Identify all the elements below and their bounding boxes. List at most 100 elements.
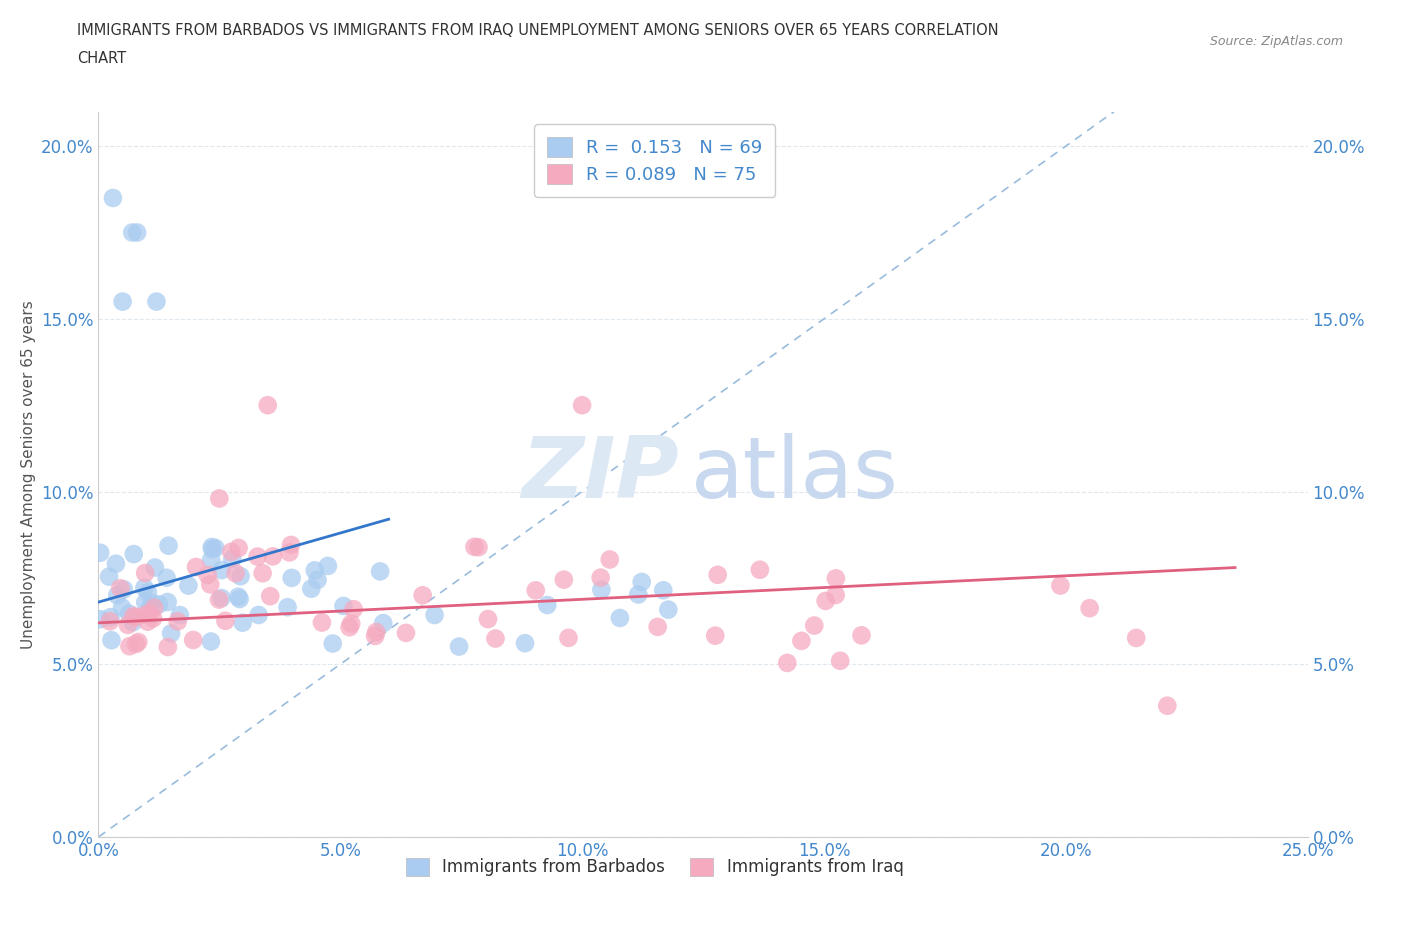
- Point: [1078, 601, 1101, 616]
- Point: [332, 599, 354, 614]
- Point: [134, 580, 156, 595]
- Point: [423, 607, 446, 622]
- Point: [366, 625, 388, 640]
- Point: [181, 632, 204, 647]
- Point: [121, 225, 143, 240]
- Point: [200, 552, 222, 567]
- Point: [100, 632, 122, 647]
- Point: [118, 639, 141, 654]
- Point: [776, 656, 799, 671]
- Point: [232, 616, 254, 631]
- Point: [125, 636, 148, 651]
- Point: [262, 549, 284, 564]
- Point: [200, 577, 222, 591]
- Legend: Immigrants from Barbados, Immigrants from Iraq: Immigrants from Barbados, Immigrants fro…: [399, 851, 910, 884]
- Point: [138, 602, 160, 617]
- Point: [111, 294, 134, 309]
- Text: Source: ZipAtlas.com: Source: ZipAtlas.com: [1209, 35, 1343, 48]
- Point: [117, 618, 139, 632]
- Point: [160, 626, 183, 641]
- Point: [156, 594, 179, 609]
- Point: [280, 570, 302, 585]
- Point: [824, 588, 846, 603]
- Point: [122, 547, 145, 562]
- Point: [143, 600, 166, 615]
- Point: [214, 614, 236, 629]
- Point: [657, 602, 679, 617]
- Point: [373, 616, 395, 631]
- Text: atlas: atlas: [690, 432, 898, 516]
- Point: [89, 545, 111, 560]
- Point: [105, 588, 128, 603]
- Point: [145, 294, 167, 309]
- Point: [127, 634, 149, 649]
- Point: [825, 571, 848, 586]
- Point: [208, 592, 231, 607]
- Point: [599, 552, 621, 567]
- Point: [299, 581, 322, 596]
- Point: [148, 597, 170, 612]
- Point: [477, 612, 499, 627]
- Point: [311, 615, 333, 630]
- Point: [98, 569, 121, 584]
- Point: [201, 539, 224, 554]
- Point: [136, 585, 159, 600]
- Point: [143, 560, 166, 575]
- Point: [803, 618, 825, 633]
- Point: [100, 610, 122, 625]
- Point: [557, 631, 579, 645]
- Point: [136, 614, 159, 629]
- Point: [627, 587, 650, 602]
- Point: [201, 541, 224, 556]
- Point: [247, 607, 270, 622]
- Point: [211, 563, 233, 578]
- Point: [252, 565, 274, 580]
- Point: [553, 572, 575, 587]
- Point: [226, 590, 249, 604]
- Point: [364, 629, 387, 644]
- Point: [177, 578, 200, 593]
- Point: [524, 583, 547, 598]
- Point: [204, 540, 226, 555]
- Point: [228, 591, 250, 606]
- Point: [342, 602, 364, 617]
- Point: [225, 565, 247, 580]
- Point: [340, 616, 363, 631]
- Point: [228, 540, 250, 555]
- Point: [184, 560, 207, 575]
- Point: [467, 539, 489, 554]
- Point: [589, 570, 612, 585]
- Point: [98, 614, 121, 629]
- Point: [395, 626, 418, 641]
- Point: [591, 582, 613, 597]
- Point: [101, 191, 124, 206]
- Point: [412, 588, 434, 603]
- Point: [1156, 698, 1178, 713]
- Point: [814, 593, 837, 608]
- Point: [246, 550, 269, 565]
- Point: [449, 639, 471, 654]
- Text: ZIP: ZIP: [522, 432, 679, 516]
- Point: [118, 606, 141, 621]
- Point: [280, 538, 302, 552]
- Point: [851, 628, 873, 643]
- Point: [139, 606, 162, 621]
- Point: [748, 563, 770, 578]
- Point: [156, 640, 179, 655]
- Point: [112, 582, 135, 597]
- Point: [647, 619, 669, 634]
- Point: [704, 629, 727, 644]
- Point: [122, 608, 145, 623]
- Point: [1125, 631, 1147, 645]
- Point: [259, 589, 281, 604]
- Point: [122, 615, 145, 630]
- Point: [339, 619, 361, 634]
- Point: [277, 600, 299, 615]
- Point: [307, 572, 329, 587]
- Text: IMMIGRANTS FROM BARBADOS VS IMMIGRANTS FROM IRAQ UNEMPLOYMENT AMONG SENIORS OVER: IMMIGRANTS FROM BARBADOS VS IMMIGRANTS F…: [77, 23, 998, 38]
- Point: [316, 559, 339, 574]
- Point: [134, 595, 156, 610]
- Point: [630, 575, 652, 590]
- Point: [111, 600, 134, 615]
- Point: [157, 538, 180, 553]
